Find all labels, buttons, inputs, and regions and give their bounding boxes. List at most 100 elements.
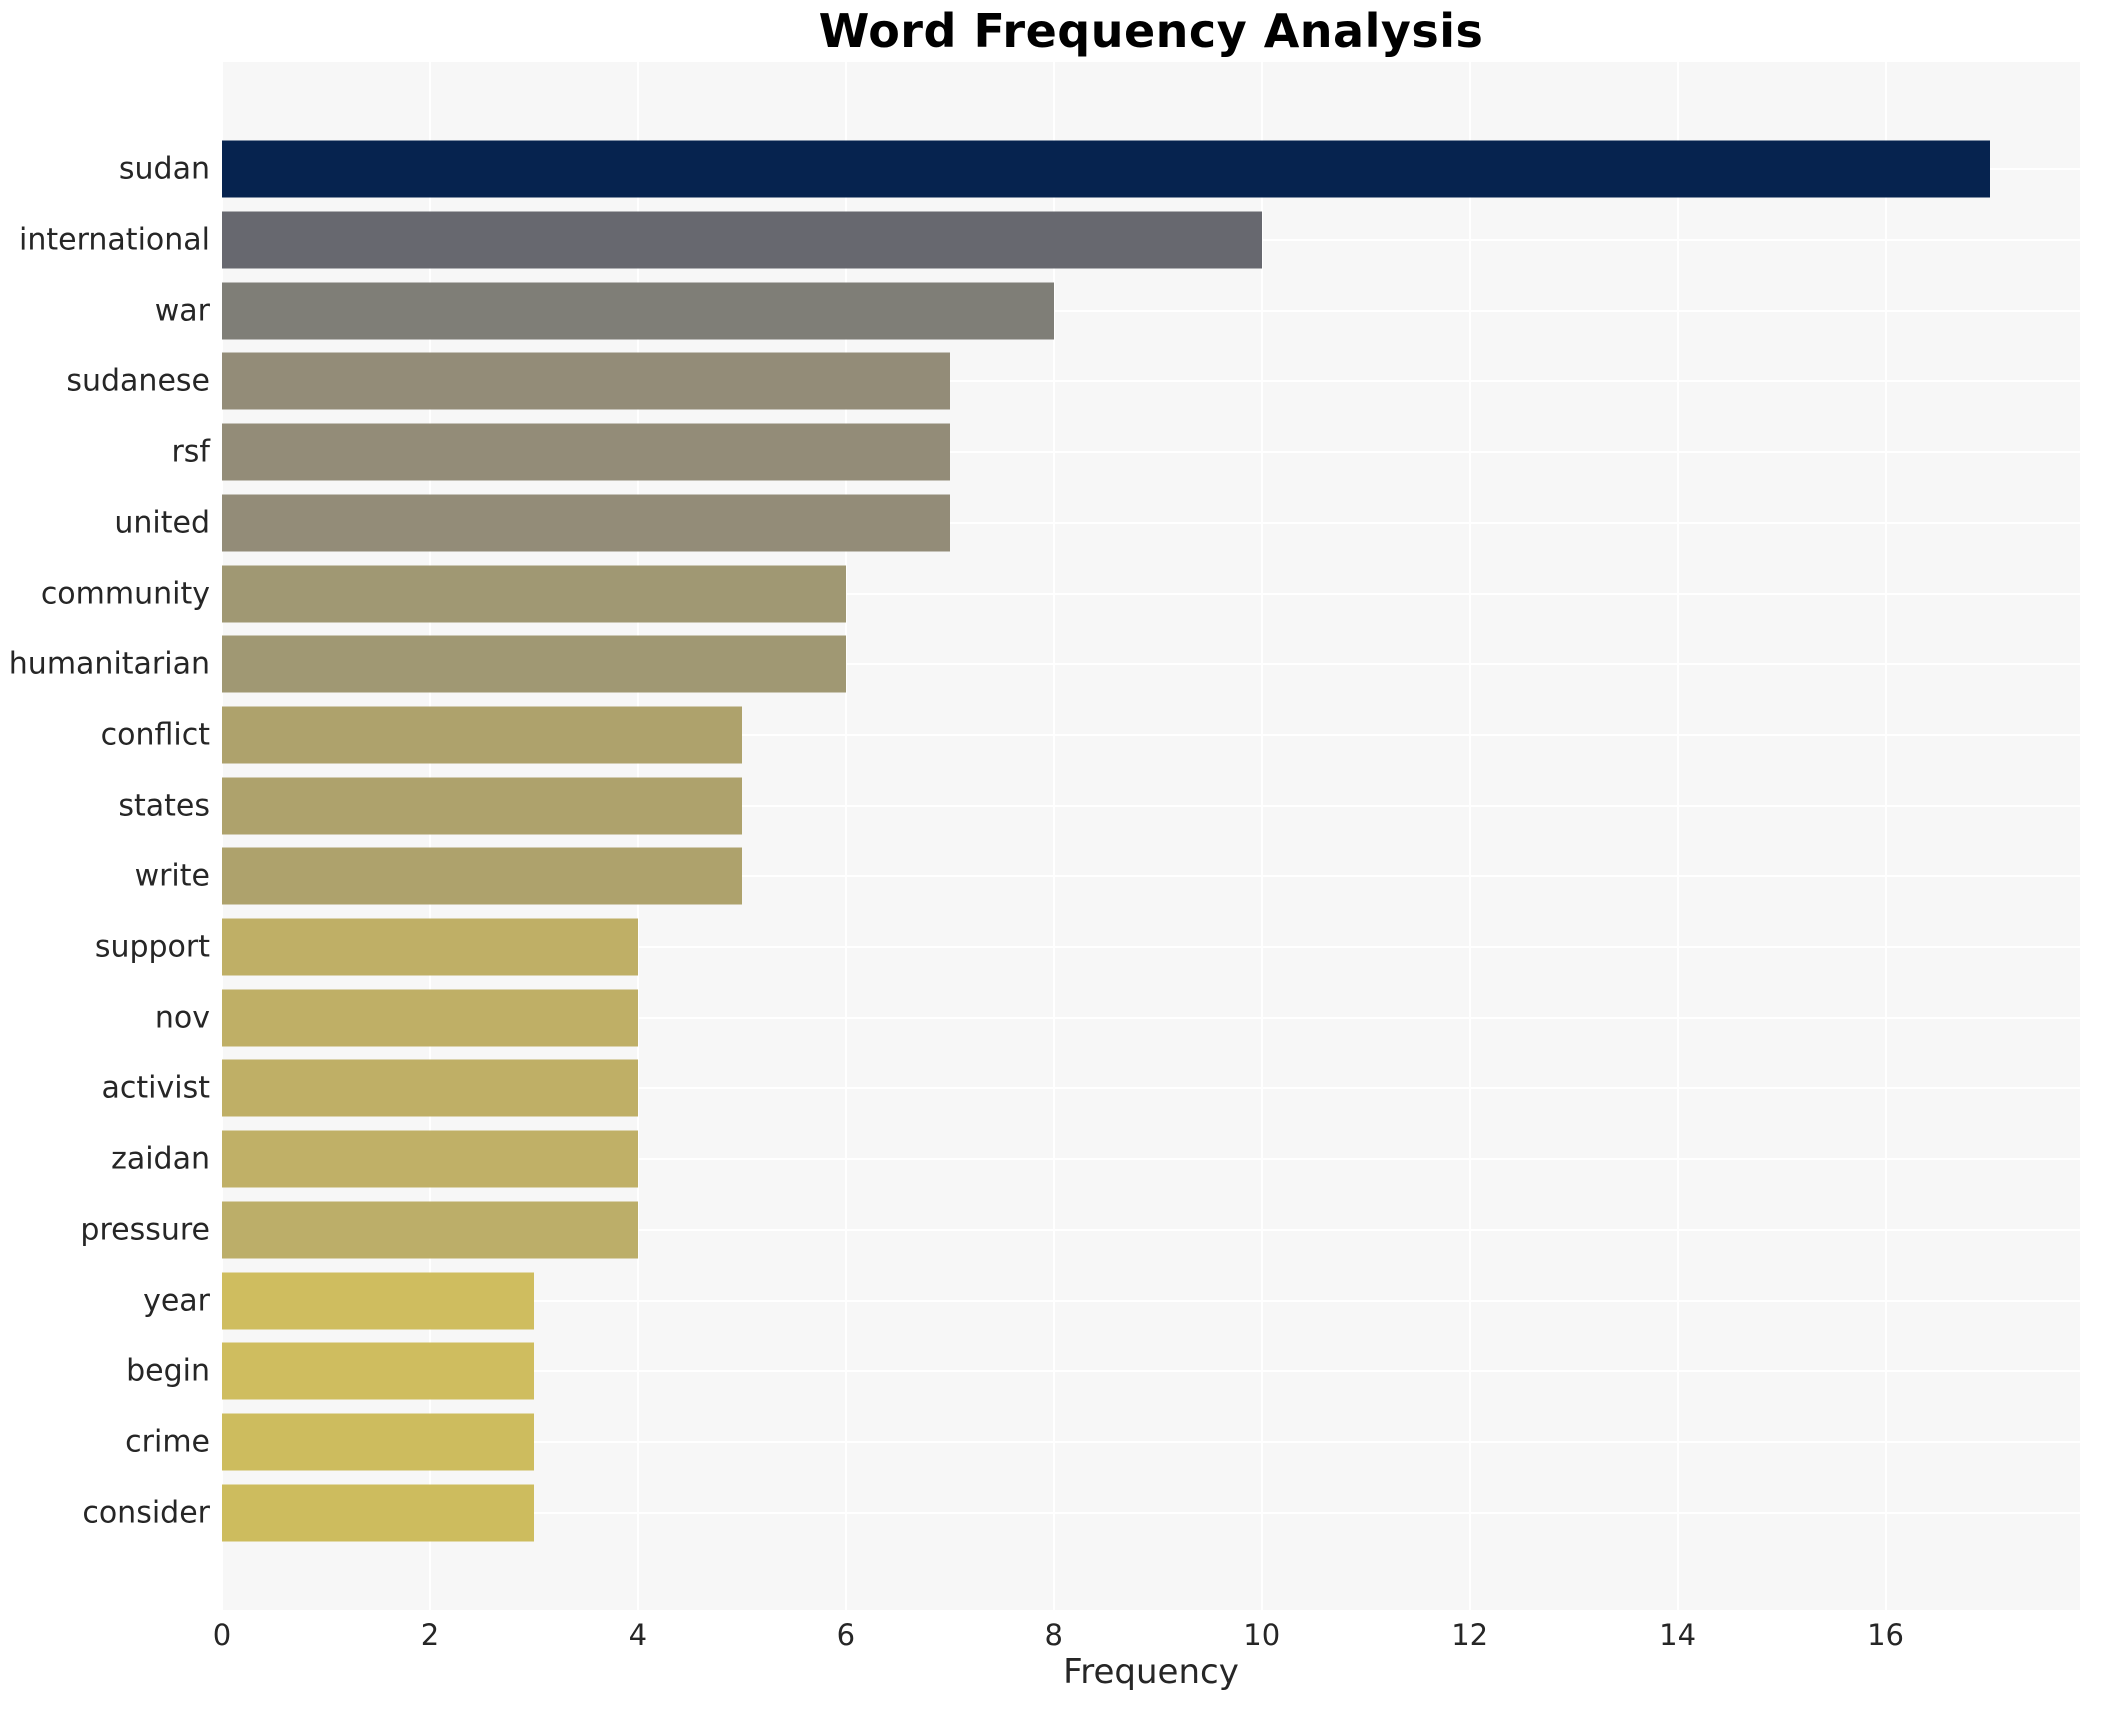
category-label-crime: crime [125,1424,210,1460]
bar-row: rsf [171,417,2080,488]
category-label-sudan: sudan [118,151,210,187]
bar-row: write [135,841,2080,912]
bar-begin [222,1342,534,1400]
bar-row: zaidan [111,1124,2080,1195]
horizontal-gridline [222,733,2080,736]
x-tick-label: 12 [1451,1618,1489,1652]
bar-pressure [222,1201,638,1259]
horizontal-gridline [222,663,2080,666]
bar-row: support [95,912,2080,983]
bar-rsf [222,423,950,481]
horizontal-gridline [222,875,2080,878]
x-tick-label: 0 [212,1618,232,1652]
horizontal-gridline [222,1370,2080,1373]
category-label-states: states [118,788,210,824]
bar-sudanese [222,352,950,410]
bar-row: war [155,275,2080,346]
horizontal-gridline [222,1016,2080,1019]
bar-nov [222,989,638,1047]
bar-row: pressure [80,1195,2080,1266]
bar-sudan [222,140,1990,198]
horizontal-gridline [222,1299,2080,1302]
bar-row: year [143,1265,2080,1336]
category-label-activist: activist [101,1070,210,1106]
category-label-sudanese: sudanese [66,363,210,399]
horizontal-gridline [222,451,2080,454]
x-axis-label: Frequency [1063,1652,1239,1692]
bar-row: community [41,558,2080,629]
vertical-gridline [221,62,223,1610]
bar-community [222,565,846,623]
x-tick-label: 6 [836,1618,856,1652]
vertical-gridline [844,62,847,1610]
category-label-pressure: pressure [80,1212,210,1248]
horizontal-gridline [222,946,2080,949]
vertical-gridline [636,62,639,1610]
category-label-community: community [40,576,210,612]
horizontal-gridline [222,1158,2080,1161]
bar-row: states [118,770,2080,841]
bar-row: begin [126,1336,2080,1407]
bar-year [222,1272,534,1330]
category-label-international: international [19,222,210,258]
x-tick-label: 14 [1659,1618,1697,1652]
bar-row: sudan [119,134,2080,205]
bar-zaidan [222,1130,638,1188]
bar-write [222,847,742,905]
bar-support [222,918,638,976]
bar-row: international [19,205,2080,276]
category-label-united: united [114,505,210,541]
category-label-begin: begin [126,1353,210,1389]
bar-crime [222,1413,534,1471]
category-label-rsf: rsf [171,434,210,470]
bar-row: conflict [101,700,2080,771]
category-label-humanitarian: humanitarian [8,646,210,682]
category-label-write: write [134,858,210,894]
vertical-gridline [428,62,431,1610]
x-tick-label: 16 [1867,1618,1905,1652]
x-tick-label: 2 [420,1618,440,1652]
category-label-zaidan: zaidan [111,1141,210,1177]
horizontal-gridline [222,521,2080,524]
plot-area: sudan international war sudanese rsf united co… [9,62,2080,1610]
category-label-war: war [154,293,210,329]
horizontal-gridline [222,1511,2080,1514]
horizontal-gridline [222,592,2080,595]
category-label-nov: nov [154,1000,210,1036]
horizontal-gridline [222,1228,2080,1231]
bar-conflict [222,706,742,764]
vertical-gridline [1468,62,1471,1610]
category-label-support: support [94,929,210,965]
horizontal-gridline [222,309,2080,312]
bar-international [222,211,1262,269]
bar-activist [222,1059,638,1117]
category-label-year: year [143,1283,210,1319]
horizontal-gridline [222,804,2080,807]
vertical-gridline [1260,62,1263,1610]
bar-states [222,777,742,835]
category-label-conflict: conflict [100,717,210,753]
chart-title: Word Frequency Analysis [818,4,1484,58]
x-axis-ticks: 0 2 4 6 8 10 12 14 16 [213,1610,2080,1652]
bar-row: sudanese [66,346,2080,417]
vertical-gridline [1676,62,1679,1610]
bar-rows-container: sudan international war sudanese rsf united co… [9,134,2080,1548]
bar-row: nov [155,982,2080,1053]
bar-row: united [114,488,2080,559]
category-label-consider: consider [82,1495,210,1531]
bar-row: consider [82,1477,2080,1548]
horizontal-gridline [222,1441,2080,1443]
x-tick-label: 4 [628,1618,648,1652]
vertical-gridline [1884,62,1887,1610]
x-tick-label: 10 [1243,1618,1281,1652]
bar-war [222,282,1054,340]
bar-row: humanitarian [9,629,2080,700]
bar-consider [222,1484,534,1542]
bar-humanitarian [222,635,846,693]
bar-row: activist [102,1053,2080,1124]
bar-row: crime [125,1407,2080,1478]
vertical-gridline [1052,62,1055,1610]
x-tick-label: 8 [1044,1618,1064,1652]
horizontal-gridline [222,380,2080,383]
